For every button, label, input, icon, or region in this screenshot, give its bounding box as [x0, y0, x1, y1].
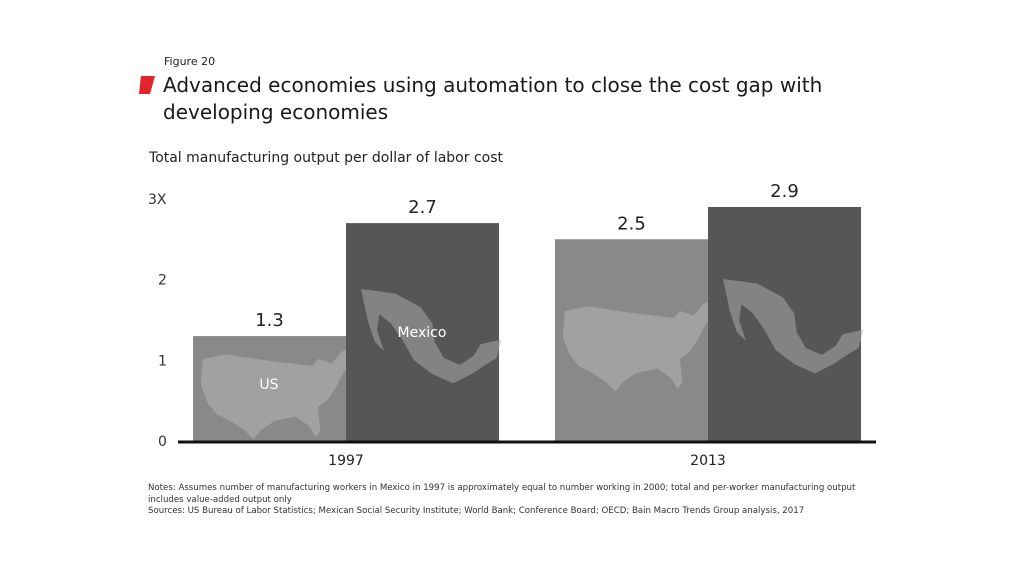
chart-subtitle: Total manufacturing output per dollar of…	[149, 150, 503, 166]
data-label: 2.9	[770, 181, 799, 202]
sources-text: Sources: US Bureau of Labor Statistics; …	[148, 506, 805, 516]
figure-label: Figure 20	[164, 55, 216, 68]
mexico-map-icon	[723, 279, 864, 374]
notes-text: Notes: Assumes number of manufacturing w…	[148, 483, 856, 505]
accent-mark-icon	[139, 76, 155, 94]
chart-title: Advanced economies using automation to c…	[163, 73, 823, 124]
y-tick-label: 3X	[148, 192, 167, 208]
footnotes: Notes: Assumes number of manufacturing w…	[148, 483, 888, 518]
us-map-icon	[562, 297, 724, 392]
us-map-icon	[200, 345, 362, 440]
series-label: Mexico	[398, 325, 447, 341]
series-label: US	[259, 377, 278, 393]
data-label: 2.7	[408, 197, 437, 218]
y-tick-label: 1	[158, 353, 167, 369]
y-tick-label: 0	[158, 434, 167, 450]
x-tick-label: 1997	[328, 453, 364, 469]
data-label: 1.3	[255, 310, 284, 331]
x-tick-label: 2013	[690, 453, 726, 469]
data-label: 2.5	[617, 213, 646, 234]
mexico-map-icon	[361, 289, 502, 384]
y-tick-label: 2	[158, 273, 167, 289]
